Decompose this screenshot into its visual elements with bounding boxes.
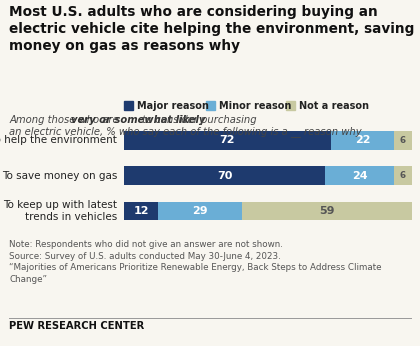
Text: Not a reason: Not a reason [299, 101, 369, 110]
Text: 24: 24 [352, 171, 368, 181]
Bar [242, 202, 412, 220]
Bar [394, 131, 412, 149]
Text: Minor reason: Minor reason [219, 101, 291, 110]
Text: 22: 22 [355, 135, 370, 145]
Text: Most U.S. adults who are considering buying an
electric vehicle cite helping the: Most U.S. adults who are considering buy… [9, 5, 415, 53]
Text: Among those who are: Among those who are [9, 115, 122, 125]
Bar [158, 202, 242, 220]
Text: 59: 59 [319, 206, 334, 216]
Text: 6: 6 [400, 171, 406, 180]
Text: Major reason: Major reason [137, 101, 209, 110]
Text: Note: Respondents who did not give an answer are not shown.
Source: Survey of U.: Note: Respondents who did not give an an… [9, 240, 382, 284]
Bar [124, 131, 331, 149]
Bar [124, 166, 325, 185]
Text: an electric vehicle, % who say each of the following is a __ reason why: an electric vehicle, % who say each of t… [9, 126, 362, 137]
Text: 70: 70 [217, 171, 232, 181]
Bar [394, 166, 412, 185]
Text: 29: 29 [192, 206, 208, 216]
Bar [325, 166, 394, 185]
Text: 72: 72 [220, 135, 235, 145]
Bar [331, 131, 394, 149]
Text: to consider purchasing: to consider purchasing [139, 115, 257, 125]
Bar [124, 202, 158, 220]
Text: 6: 6 [400, 136, 406, 145]
Text: PEW RESEARCH CENTER: PEW RESEARCH CENTER [9, 321, 144, 331]
Text: 12: 12 [134, 206, 149, 216]
Text: very or somewhat likely: very or somewhat likely [71, 115, 206, 125]
